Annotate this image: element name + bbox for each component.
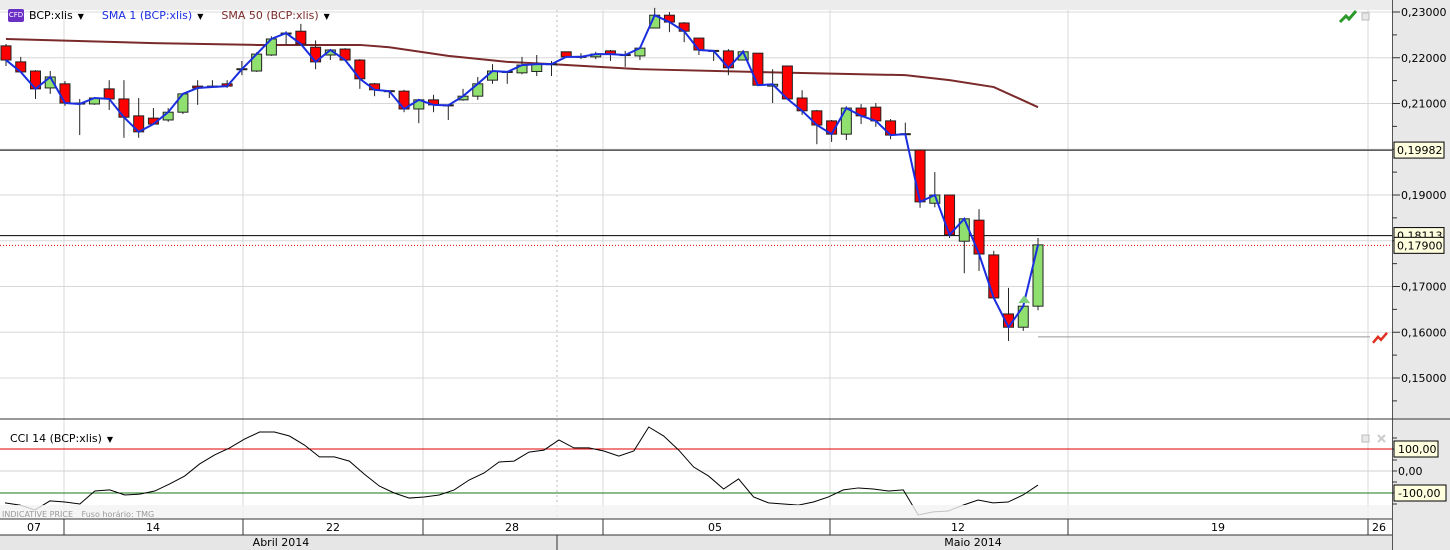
date-label: 12 (951, 521, 965, 534)
indicative-price-label: INDICATIVE PRICE (2, 510, 73, 519)
footer-bg (0, 505, 1392, 519)
legend-cci[interactable]: CCI 14 (BCP:xlis) ▼ (10, 432, 113, 445)
price-axis-label: 0,23000 (1401, 6, 1447, 19)
month-label: Abril 2014 (253, 536, 310, 549)
candle-body-down (781, 65, 793, 100)
legend-sma50[interactable]: SMA 50 (BCP:xlis) ▼ (221, 9, 329, 22)
cci-axis-label: 0,00 (1398, 465, 1423, 478)
cci-minimize-icon[interactable] (1361, 434, 1370, 443)
legend-symbol[interactable]: BCP:xlis ▼ (29, 9, 84, 22)
candle (885, 119, 897, 140)
candle-body-down (0, 45, 12, 61)
timezone-label: Fuso horário: TMG (81, 510, 155, 519)
candle-body-up (840, 107, 852, 135)
candle (781, 65, 793, 100)
candle-body-down (973, 219, 985, 255)
chart-legend: CFD BCP:xlis ▼ SMA 1 (BCP:xlis) ▼ SMA 50 (… (8, 9, 348, 22)
legend-sma1[interactable]: SMA 1 (BCP:xlis) ▼ (102, 9, 203, 22)
legend-symbol-label: BCP:xlis (29, 9, 73, 22)
candle-body-down (354, 59, 366, 80)
candle-body-up (1032, 244, 1044, 307)
dropdown-arrow-icon[interactable]: ▼ (323, 12, 330, 21)
date-label: 19 (1211, 521, 1225, 534)
cci-label-box (1393, 484, 1447, 502)
buy-signal-marker-icon[interactable] (1018, 295, 1031, 304)
candle-body-down (118, 98, 130, 118)
price-axis-label: 0,16000 (1401, 326, 1447, 339)
candle (118, 80, 130, 138)
date-label: 07 (27, 521, 41, 534)
candle-body-up (487, 70, 499, 81)
price-axis-bg (1392, 0, 1450, 550)
candle (501, 70, 513, 84)
top-strip (0, 0, 1450, 10)
candle (1003, 287, 1015, 341)
cci-axis-label: -100,00 (1398, 487, 1440, 500)
legend-sma50-label: SMA 50 (BCP:xlis) (221, 9, 319, 22)
candle-body-down (988, 254, 1000, 299)
price-axis-label: 0,17000 (1401, 281, 1447, 294)
month-label: Maio 2014 (944, 536, 1002, 549)
footer-note: INDICATIVE PRICE Fuso horário: TMG (2, 510, 160, 519)
price-axis-label: 0,21000 (1401, 98, 1447, 111)
date-label: 22 (326, 521, 340, 534)
candle (752, 52, 764, 86)
minimize-icon[interactable] (1361, 12, 1370, 21)
price-label-0,17900: 0,17900 (1397, 239, 1443, 252)
candle (604, 49, 616, 61)
date-label: 14 (146, 521, 160, 534)
price-axis-label: 0,15000 (1401, 372, 1447, 385)
candle-body-up (177, 93, 189, 113)
price-label-0,19982: 0,19982 (1397, 144, 1443, 157)
candle (192, 80, 204, 105)
candle-body-down (59, 83, 71, 104)
month-axis-bg (0, 535, 1392, 550)
candle (840, 106, 852, 141)
cfd-badge-icon: CFD (8, 9, 24, 22)
legend-sma1-label: SMA 1 (BCP:xlis) (101, 9, 193, 22)
candle-body-down (103, 88, 115, 100)
price-axis-label: 0,22000 (1401, 52, 1447, 65)
dropdown-arrow-icon[interactable]: ▼ (77, 12, 84, 21)
candle-body-up (1017, 305, 1029, 328)
price-label-box (1393, 141, 1445, 159)
candle-body-down (944, 194, 956, 236)
candle (767, 69, 779, 104)
trend-up-icon[interactable] (1338, 10, 1358, 24)
dropdown-arrow-icon[interactable]: ▼ (106, 435, 114, 444)
cci-line (4, 426, 1039, 516)
price-label-box (1393, 236, 1445, 254)
date-axis-bg (0, 519, 1392, 535)
cci-close-icon[interactable] (1377, 434, 1386, 443)
candle (988, 250, 1000, 299)
candle (103, 80, 115, 110)
cci-label-box (1393, 440, 1439, 458)
candle-body-down (15, 61, 27, 73)
date-label: 26 (1372, 521, 1386, 534)
sma1-line (5, 13, 1039, 330)
alert-down-icon[interactable] (1372, 332, 1388, 344)
legend-cci-label: CCI 14 (BCP:xlis) (10, 432, 102, 445)
candle-body-down (752, 52, 764, 86)
date-label: 05 (708, 521, 722, 534)
candle-body-down (914, 149, 926, 203)
cci-axis-label: 100,00 (1398, 443, 1437, 456)
dropdown-arrow-icon[interactable]: ▼ (197, 12, 204, 21)
candle (442, 104, 454, 120)
candle (177, 92, 189, 115)
price-axis-label: 0,19000 (1401, 189, 1447, 202)
date-label: 28 (505, 521, 519, 534)
